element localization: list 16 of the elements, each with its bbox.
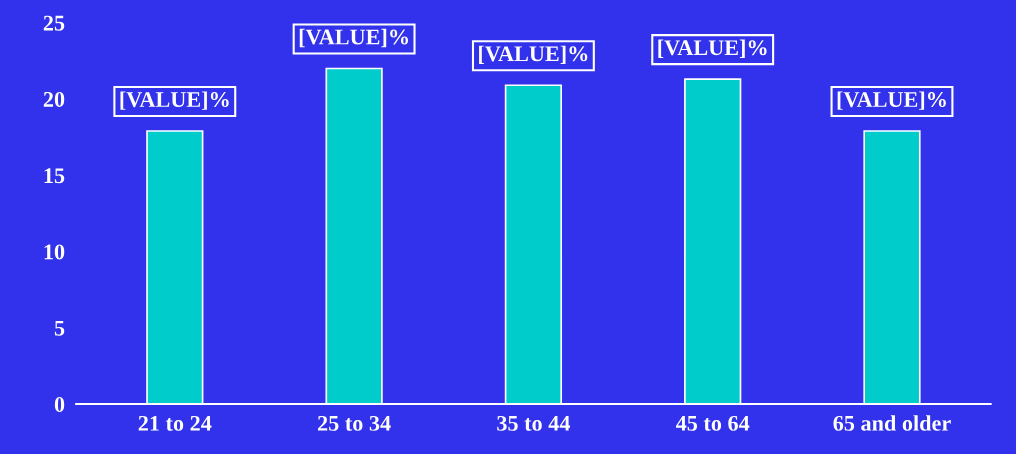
data-label: [VALUE]%: [120, 91, 229, 110]
y-tick-label: 0: [54, 396, 65, 412]
y-tick-label: 20: [43, 91, 65, 107]
data-label: [VALUE]%: [299, 28, 408, 48]
data-label: [VALUE]%: [658, 39, 767, 58]
y-tick-label: 10: [44, 244, 65, 260]
x-tick-label: 21 to 24: [138, 415, 212, 431]
y-tick-label: 5: [54, 320, 65, 336]
x-tick-label: 45 to 64: [675, 415, 750, 431]
x-tick-label: 35 to 44: [497, 415, 571, 431]
y-tick-label: 15: [44, 168, 65, 184]
data-label: [VALUE]%: [479, 45, 588, 65]
x-tick-label: 65 and older: [833, 415, 951, 431]
y-tick-label: 25: [43, 15, 65, 31]
x-tick-label: 25 to 34: [318, 415, 391, 431]
data-label: [VALUE]%: [837, 91, 946, 110]
